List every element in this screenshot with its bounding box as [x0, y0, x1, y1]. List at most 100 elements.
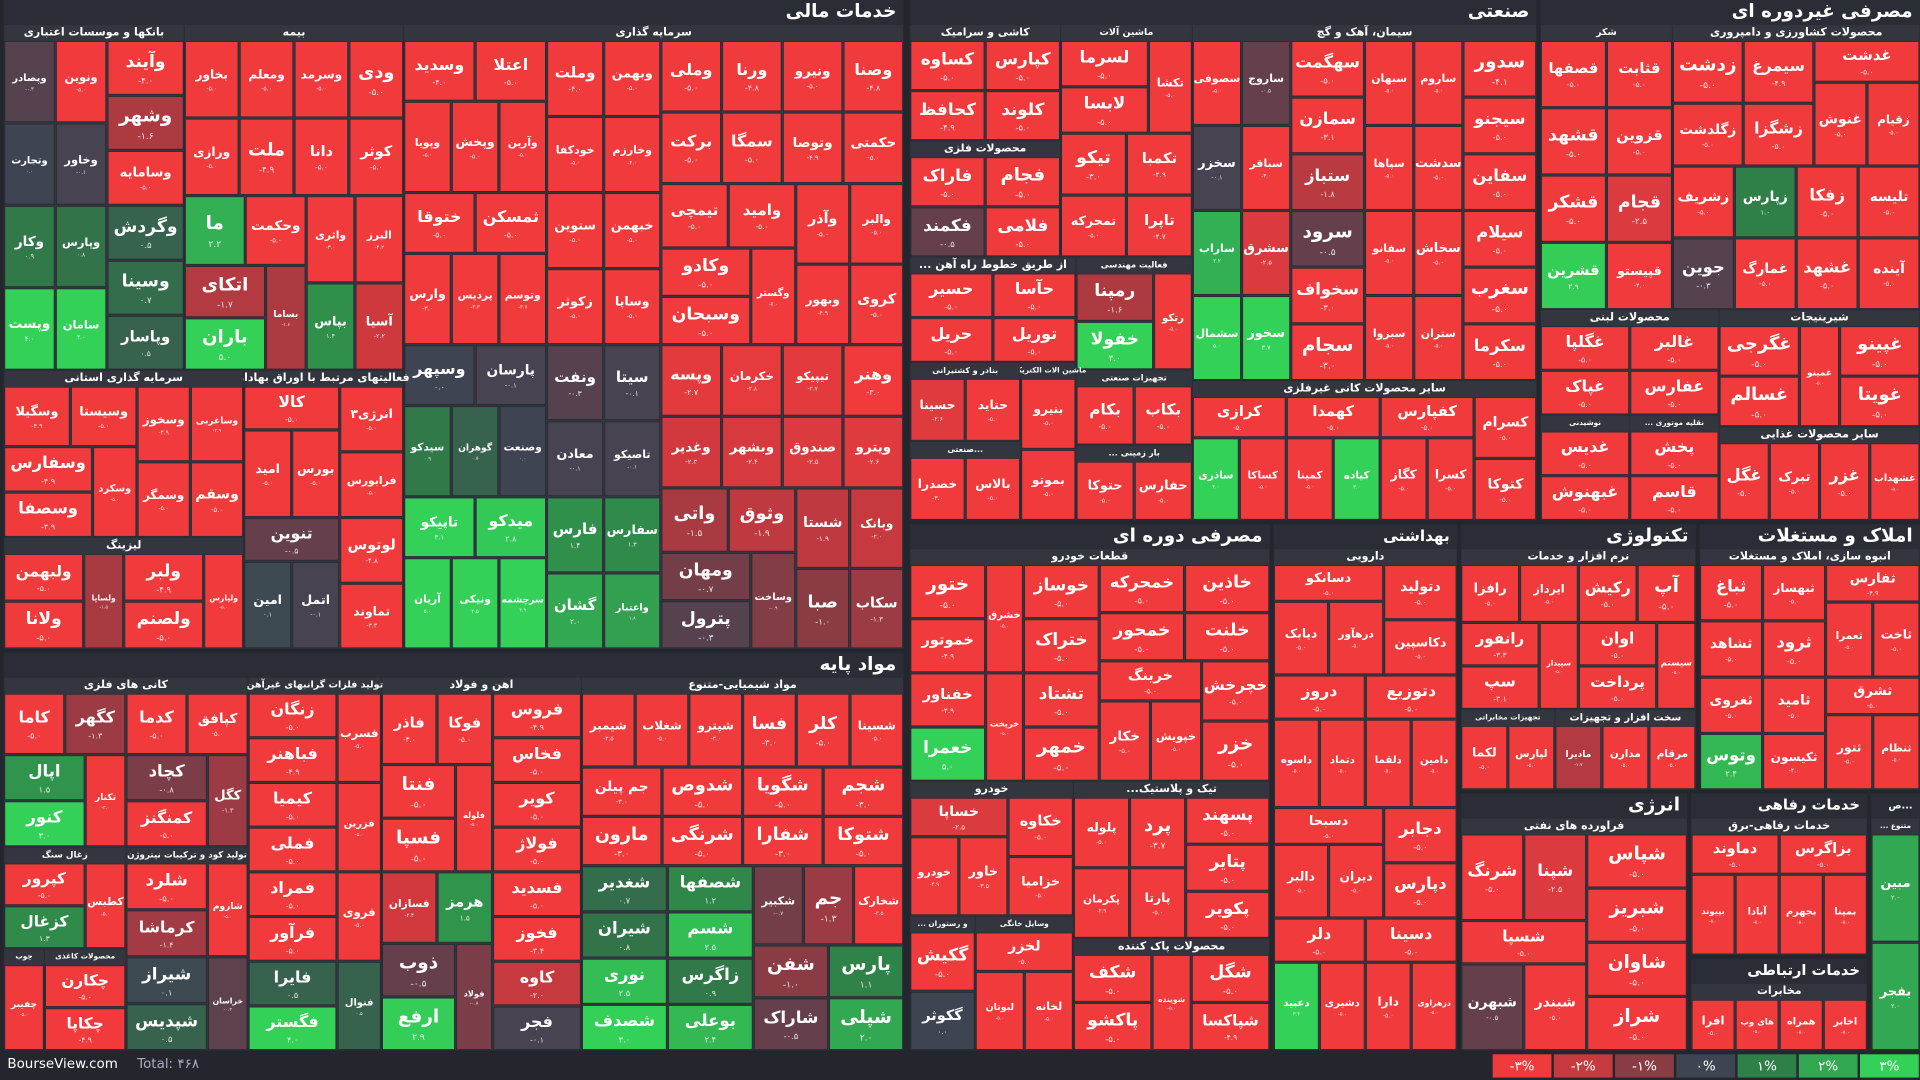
stock-change: -۵.۰ — [76, 88, 86, 94]
stock-tile — [1508, 726, 1554, 789]
stock-change: -۵.۰ — [1725, 712, 1737, 720]
stock-name: اخابر — [1832, 1016, 1857, 1027]
stock-change: -۵.۰ — [856, 850, 871, 860]
stock-tile — [1673, 166, 1734, 237]
stock-change: -۲.۵ — [953, 823, 966, 832]
stock-change: -۵.۰ — [1753, 1029, 1762, 1035]
stock-name: دیران — [1340, 869, 1373, 883]
stock-tile — [382, 944, 455, 997]
stock-name: سهگمت — [1295, 53, 1360, 72]
stock-change: -۰.۹ — [769, 606, 778, 612]
stock-name: امین — [253, 592, 282, 607]
stock-change: -۵.۰ — [110, 497, 119, 503]
group-title: چوب — [15, 952, 32, 961]
stock-name: شپاکسا — [1202, 1012, 1258, 1031]
stock-tile — [126, 910, 207, 956]
stock-tile — [1100, 701, 1150, 781]
stock-change: -۵.۰ — [1629, 923, 1645, 934]
stock-tile — [1412, 963, 1457, 1050]
stock-name: شغلاب — [642, 718, 682, 732]
group-title: زغال سنگ — [42, 848, 88, 860]
stock-change: -۵.۰ — [159, 893, 174, 903]
stock-tile — [604, 269, 660, 344]
legend-label: ۱% — [1757, 1060, 1777, 1075]
stock-tile — [185, 266, 265, 317]
stock-change: -۵.۰ — [1158, 496, 1169, 504]
stock-name: ارفع — [398, 1006, 439, 1027]
stock-change: -۰.۸ — [470, 1001, 479, 1007]
stock-tile — [547, 41, 603, 116]
stock-name: خوساز — [1033, 575, 1089, 596]
stock-tile — [126, 755, 207, 800]
stock-name: وخاور — [63, 153, 97, 168]
stock-change: ۰.۰ — [26, 169, 33, 175]
stock-tile — [1607, 41, 1672, 107]
stock-change: ۰.۵ — [472, 456, 479, 462]
stock-name: پرداخت — [1590, 673, 1645, 692]
stock-change: -۵.۰ — [1351, 887, 1362, 894]
stock-change: -۵.۰ — [1220, 875, 1235, 885]
stock-change: ۲.۹ — [412, 1032, 425, 1043]
stock-name: فسپا — [396, 828, 441, 849]
group-title: سخت افزار و تجهیزات — [1570, 712, 1682, 723]
stock-change: -۵.۰ — [1544, 599, 1554, 605]
stock-tile — [126, 801, 207, 846]
stock-change: -۵.۰ — [1034, 833, 1047, 842]
site-name: BourseView.com — [7, 1057, 118, 1072]
stock-change: -۵.۰ — [1220, 645, 1235, 655]
stock-name: کالا — [278, 392, 306, 411]
stock-name: بنیرو — [1032, 402, 1063, 416]
stock-tile — [783, 41, 843, 112]
stock-name: پلوله — [1087, 820, 1117, 835]
group-title: دارویی — [1346, 550, 1384, 563]
stock-change: -۲.۷ — [807, 387, 817, 393]
stock-name: دتولید — [1400, 579, 1441, 595]
stock-change: -۵.۰ — [1430, 769, 1439, 775]
stock-name: قصفها — [1549, 60, 1599, 77]
stock-name: ولساپا — [92, 593, 116, 602]
stock-tile — [1461, 726, 1507, 789]
stock-change: -۵.۰ — [867, 154, 879, 162]
stock-change: ۲.۹ — [1568, 282, 1578, 291]
stock-name: دیابک — [1285, 626, 1318, 640]
stock-name: شفارا — [756, 825, 809, 845]
stock-name: غپینو — [1856, 334, 1902, 355]
stock-change: -۰.۱ — [505, 381, 517, 389]
stock-name: کگل — [214, 788, 241, 804]
stock-change: -۵.۰ — [1433, 174, 1444, 182]
stock-tile — [1076, 273, 1153, 321]
legend-label: -۲% — [1571, 1060, 1596, 1075]
stock-name: تیکو — [1075, 148, 1111, 168]
stock-change: ۲.۰ — [860, 1032, 873, 1043]
stock-change: -۵.۰ — [1702, 141, 1714, 149]
stock-name: ثشاهد — [1710, 636, 1753, 652]
stock-change: ۰.۵ — [161, 1034, 173, 1044]
stock-name: دلر — [1306, 924, 1331, 943]
stock-change: -۵.۰ — [1338, 769, 1347, 775]
stock-name: شرنگی — [671, 823, 734, 845]
stock-tile — [824, 817, 903, 865]
stock-name: آبادا — [1748, 904, 1768, 917]
stock-tile — [661, 248, 750, 296]
stock-tile — [499, 254, 546, 344]
stock-name: وسینا — [122, 272, 170, 292]
legend-label: ۰% — [1696, 1060, 1716, 1075]
group-title: خدمات رفاهی-برق — [1728, 819, 1830, 832]
stock-tile — [266, 266, 306, 370]
stock-tile — [1384, 620, 1457, 675]
group-title: سیمان، آهک و گچ — [1317, 24, 1413, 38]
stock-tile — [1151, 701, 1201, 781]
stock-name: پخش — [1654, 437, 1694, 457]
stock-name: صبا — [808, 593, 838, 613]
stock-change: -۵.۰ — [316, 85, 327, 92]
stock-change: -۵.۰ — [684, 155, 698, 164]
stock-tile — [1673, 41, 1743, 103]
group-title: نرم افزار و خدمات — [1528, 550, 1630, 563]
stock-tile — [1541, 41, 1606, 107]
stock-change: -۵.۰ — [570, 160, 580, 166]
stock-name: زگلدشت — [1679, 121, 1736, 138]
stock-change: -۳.۰ — [1320, 302, 1334, 312]
group-title: شیرینیجات — [1790, 311, 1848, 324]
stock-name: وسدید — [415, 55, 465, 74]
stock-name: ثفارس — [1850, 572, 1896, 587]
